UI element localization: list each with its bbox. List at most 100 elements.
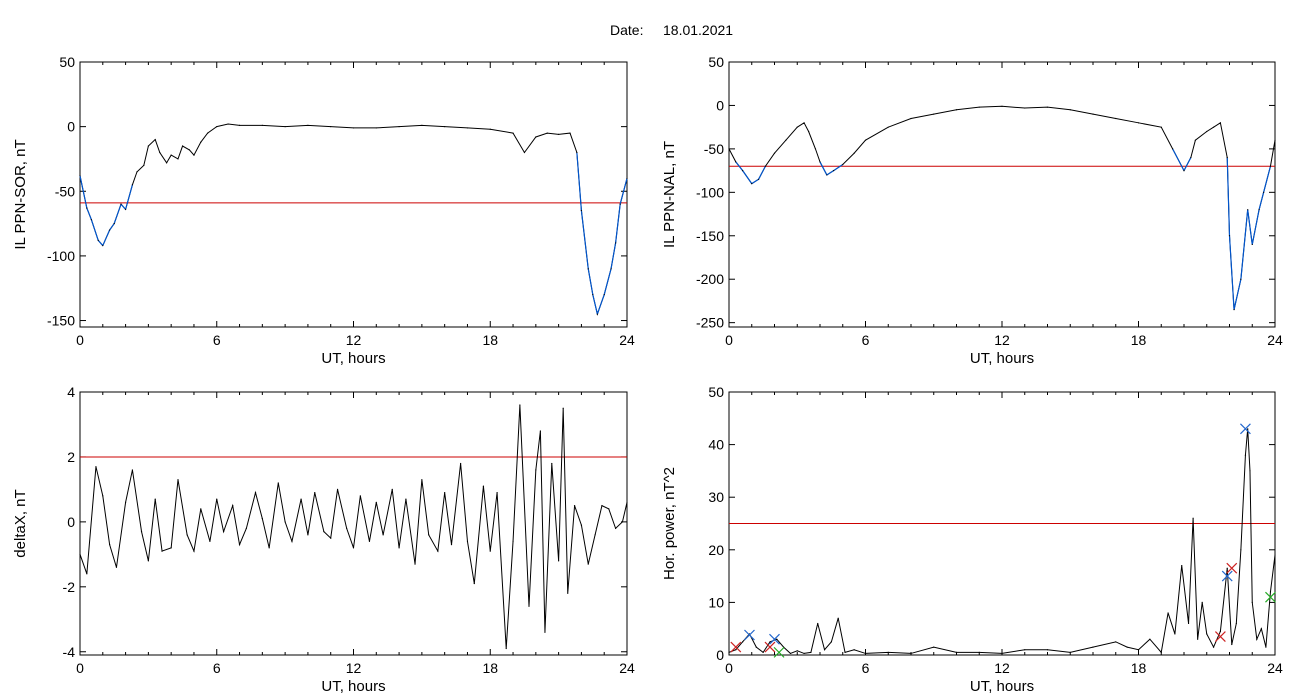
x-axis-label: UT, hours [970,350,1034,367]
data-point [414,563,416,565]
data-point [619,203,621,205]
y-tick-label: -150 [696,228,724,244]
data-point [910,117,912,120]
x-tick-label: 18 [1131,660,1147,676]
data-point [261,124,263,126]
data-point [109,229,111,231]
data-point [1247,428,1249,430]
data-point [466,540,469,542]
x-tick-label: 18 [482,332,498,348]
data-point [143,164,145,167]
below-threshold-segment [90,219,99,241]
data-point [789,652,792,655]
below-threshold-segment [125,184,133,210]
data-point [161,550,163,552]
cross-stroke [1240,423,1251,435]
data-point [95,466,97,468]
data-point [523,151,526,154]
data-point [1149,638,1151,640]
data-point [810,651,812,653]
data-point [1187,622,1190,625]
data-point [808,130,810,133]
data-point [1212,126,1215,128]
below-threshold-segment [819,161,828,176]
data-point [592,294,594,296]
data-point [933,646,935,648]
data-point [159,151,161,154]
data-point [207,132,209,134]
data-point [489,550,491,552]
y-tick-label: 40 [708,437,724,453]
data-point [124,501,127,503]
data-point [131,469,134,471]
y-tick-label: 2 [67,449,75,465]
data-point [544,631,546,633]
data-point [86,573,88,575]
x-tick-label: 18 [1131,332,1147,348]
data-point [1024,649,1026,651]
data-point [728,651,730,653]
data-point [391,488,393,491]
data-point [186,534,188,536]
data-point [546,132,548,134]
data-point [819,161,821,163]
data-point [608,508,610,510]
data-point [1172,148,1174,150]
data-point [124,208,127,210]
x-tick-label: 18 [482,660,498,676]
data-point [444,126,446,128]
data-point [505,647,507,650]
data-point [1192,517,1194,519]
x-tick-label: 0 [725,660,733,676]
data-point [86,207,88,209]
data-point [120,203,122,205]
data-point [558,560,560,562]
data-point [398,126,400,128]
data-point [1251,243,1253,246]
data-point [539,430,541,432]
data-point [519,404,521,406]
below-threshold-segment [109,223,115,231]
data-point [576,151,578,154]
data-point [803,122,805,124]
cross-marker [730,641,742,653]
data-point [254,492,257,494]
below-threshold-segment [587,268,594,295]
data-point [1251,601,1253,604]
data-point [844,651,846,653]
data-point [398,547,400,549]
data-point [102,495,104,497]
series-line [79,123,628,316]
below-threshold-segment [735,161,744,171]
data-point [140,531,143,533]
data-point [147,145,149,147]
data-point [1137,649,1140,651]
data-point [466,127,469,129]
data-point [209,540,211,542]
data-point [535,136,537,138]
data-point [1181,564,1183,567]
cross-stroke [1226,562,1238,574]
data-point [1256,638,1258,640]
data-point [1219,122,1221,124]
data-point [421,124,423,126]
data-point [1226,567,1228,569]
cross-stroke [730,641,742,653]
cross-stroke [1221,570,1233,582]
data-point [551,462,553,465]
data-point [1001,105,1003,107]
data-point [284,521,286,523]
data-point [1201,601,1203,604]
data-point [1046,106,1049,108]
data-point [330,126,332,128]
y-tick-label: 0 [67,119,75,135]
data-point [528,605,530,607]
x-tick-label: 0 [76,660,84,676]
data-point [558,133,560,135]
data-point [1115,117,1117,120]
cross-stroke [1265,591,1276,603]
data-point [1269,591,1272,593]
cross-marker [1226,562,1238,574]
data-point [1046,649,1049,651]
data-point [79,175,81,177]
